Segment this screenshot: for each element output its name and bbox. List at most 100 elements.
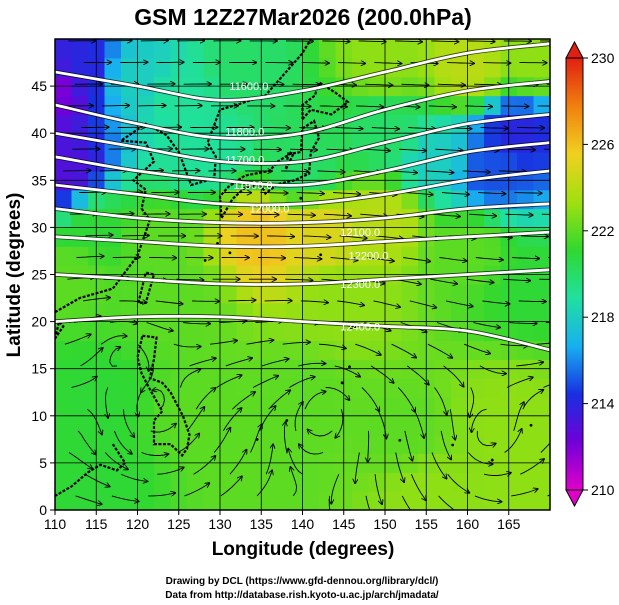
temperature-cell	[286, 246, 304, 266]
height-contour	[55, 80, 550, 140]
temperature-cell	[187, 133, 205, 153]
streamline-segment	[432, 214, 460, 216]
temperature-cell	[137, 57, 155, 78]
temperature-cell	[385, 396, 403, 417]
streamline-segment	[358, 41, 386, 42]
streamline-segment	[500, 344, 528, 346]
temperature-cell	[187, 114, 205, 134]
temperature-cell	[319, 415, 337, 436]
temperature-cell	[55, 415, 73, 436]
x-tick-label: 115	[85, 516, 108, 532]
temperature-cell	[533, 302, 550, 323]
colorbar-tick-label: 230	[591, 50, 615, 66]
streamline-segment	[374, 474, 382, 504]
temperature-cell	[451, 302, 469, 323]
temperature-cell	[434, 133, 452, 153]
streamline-segment	[111, 495, 139, 502]
temperature-cell	[137, 152, 155, 172]
temperature-cell	[302, 340, 320, 360]
temperature-cell	[121, 415, 139, 436]
streamline-segment	[109, 347, 121, 367]
streamline-segment	[395, 452, 404, 483]
temperature-cell	[71, 491, 89, 510]
streamline-segment	[408, 128, 435, 129]
streamline-segment	[85, 235, 113, 236]
streamline-segment	[323, 214, 351, 216]
coastline	[284, 150, 295, 170]
temperature-cell	[187, 321, 205, 342]
temperature-cell	[137, 95, 155, 115]
temperature-cell	[220, 227, 238, 247]
island-dot	[228, 251, 232, 255]
streamline-segment	[252, 376, 278, 388]
streamline-segment	[317, 171, 344, 172]
temperature-cell	[451, 57, 469, 78]
temperature-cell	[187, 302, 205, 323]
temperature-cell	[71, 283, 89, 304]
temperature-cell	[533, 152, 550, 172]
streamline-segment	[68, 452, 92, 469]
temperature-cell	[104, 396, 122, 417]
temperature-cell	[137, 434, 155, 455]
temperature-cell	[203, 415, 221, 436]
temperature-cell	[517, 378, 535, 398]
height-contour	[55, 202, 550, 225]
y-tick-label: 40	[31, 125, 47, 141]
colorbar-tick-label: 218	[591, 309, 615, 325]
streamline-segment	[464, 106, 492, 107]
x-axis-label: Longitude (degrees)	[212, 539, 395, 560]
temperature-cell	[517, 472, 535, 492]
temperature-cell	[71, 246, 89, 266]
coastline	[136, 334, 191, 458]
temperature-cell	[137, 396, 155, 417]
streamline-segment	[100, 336, 127, 345]
temperature-cell	[269, 302, 287, 323]
temperature-cell	[385, 472, 403, 492]
streamline-segment	[141, 365, 154, 393]
temperature-cell	[71, 189, 89, 210]
streamline-segment	[339, 236, 367, 238]
contour-label: 12400.0	[340, 321, 380, 333]
temperature-cell	[55, 491, 73, 510]
temperature-cell	[401, 302, 419, 323]
temperature-cell	[401, 227, 419, 247]
streamline-segment	[300, 301, 328, 303]
streamline-segment	[287, 214, 315, 215]
streamline-segment	[410, 474, 426, 500]
temperature-cell	[401, 491, 419, 510]
temperature-cell	[484, 396, 502, 417]
streamline-segment	[401, 84, 429, 85]
streamline-segment	[512, 258, 539, 259]
x-tick-label: 125	[167, 516, 191, 532]
streamline-segment	[213, 428, 230, 453]
temperature-cell	[203, 57, 221, 78]
height-contour	[55, 141, 550, 187]
temperature-cell	[236, 340, 254, 360]
temperature-cell	[104, 57, 122, 78]
temperature-cell	[269, 246, 287, 266]
streamline-segment	[155, 300, 183, 304]
temperature-cell	[484, 283, 502, 304]
streamline-segment	[146, 322, 173, 331]
colorbar: 210 214 218 222 226 230	[565, 40, 615, 508]
temperature-cell	[484, 434, 502, 455]
temperature-cell	[55, 396, 73, 417]
temperature-cell	[269, 491, 287, 510]
temperature-cell	[368, 302, 386, 323]
temperature-cell	[302, 208, 320, 228]
temperature-cell	[187, 396, 205, 417]
streamline-segment	[435, 149, 462, 150]
temperature-cell	[434, 39, 452, 59]
temperature-cell	[434, 378, 452, 398]
temperature-cell	[385, 378, 403, 398]
streamline-segment	[438, 495, 461, 510]
streamline-segment	[431, 41, 458, 42]
temperature-cell	[352, 396, 370, 417]
streamline-segment	[434, 387, 447, 415]
island-dot	[203, 258, 207, 262]
temperature-cell	[484, 340, 502, 360]
temperature-cell	[236, 491, 254, 510]
temperature-cell	[269, 283, 287, 304]
temperature-cell	[401, 246, 419, 266]
temperature-cell	[154, 57, 172, 78]
